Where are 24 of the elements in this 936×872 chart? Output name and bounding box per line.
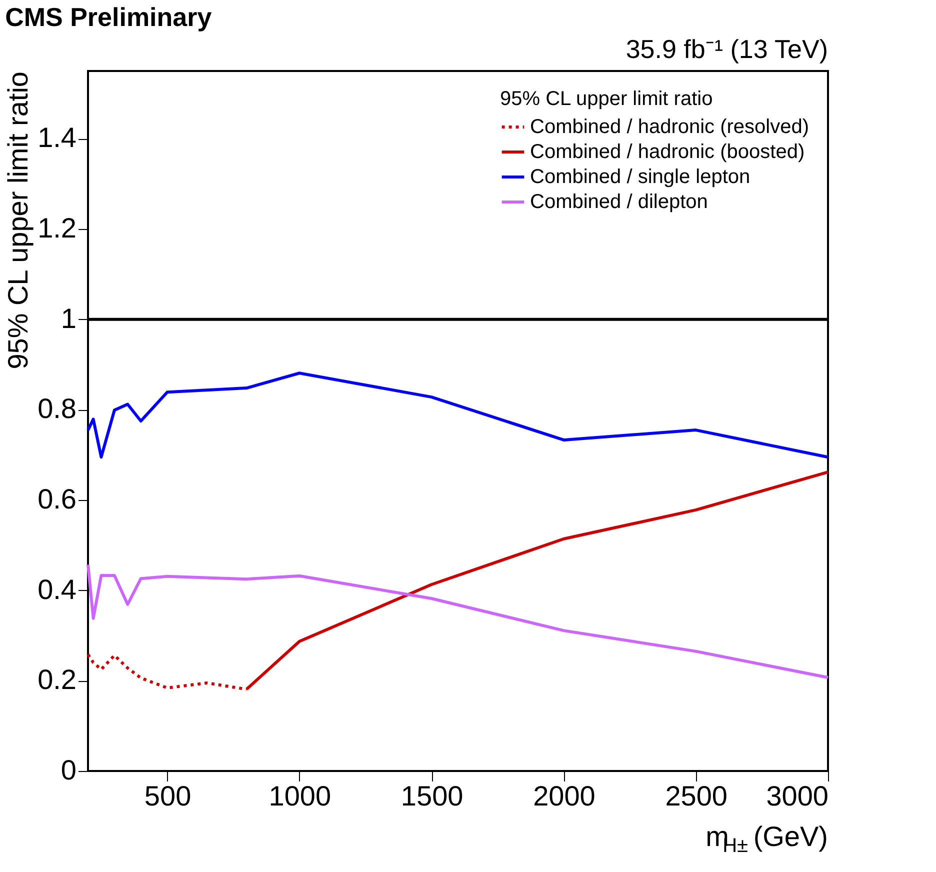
y-tick-label: 1.2 bbox=[38, 212, 76, 244]
chart-subtitle: 35.9 fb⁻¹ (13 TeV) bbox=[626, 34, 828, 64]
x-tick-label: 1000 bbox=[268, 780, 332, 812]
x-tick-label: 2000 bbox=[533, 780, 596, 812]
line-series bbox=[86, 563, 830, 680]
y-tick-label: 1 bbox=[60, 302, 76, 334]
legend-title: 95% CL upper limit ratio bbox=[500, 88, 713, 110]
x-tick-label: 500 bbox=[144, 780, 192, 812]
legend-label: Combined / hadronic (resolved) bbox=[530, 116, 810, 138]
y-tick-label: 0.8 bbox=[38, 393, 76, 424]
legend-label: Combined / dilepton bbox=[530, 191, 708, 213]
y-tick-label: 0.4 bbox=[38, 574, 76, 605]
legend-label: Combined / hadronic (boosted) bbox=[530, 141, 805, 163]
x-tick-label: 3000 bbox=[766, 780, 828, 812]
chart-title: CMS Preliminary bbox=[5, 2, 212, 32]
y-tick-label: 0 bbox=[60, 754, 76, 786]
x-tick-label: 2500 bbox=[665, 780, 728, 812]
y-tick-label: 0.2 bbox=[38, 664, 76, 696]
line-series bbox=[86, 372, 830, 459]
y-tick-label: 1.4 bbox=[38, 122, 76, 154]
y-tick-label: 0.6 bbox=[38, 484, 76, 515]
y-axis-title: 95% CL upper limit ratio bbox=[2, 72, 34, 370]
legend-label: Combined / single lepton bbox=[530, 166, 750, 188]
x-tick-label: 1500 bbox=[400, 780, 464, 812]
